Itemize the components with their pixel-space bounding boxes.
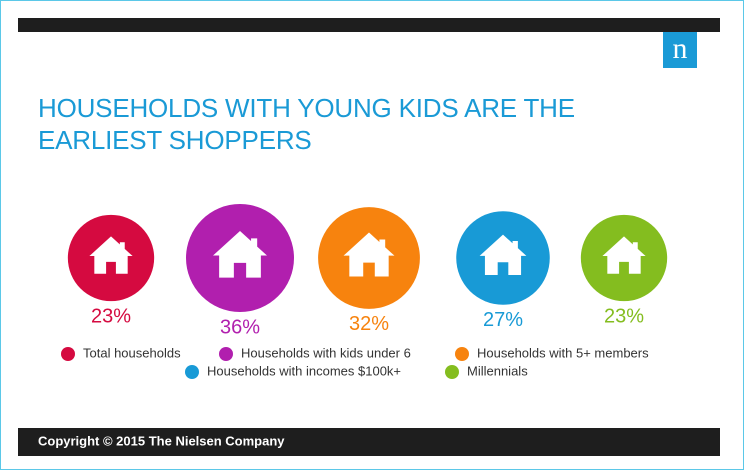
- value-label: 23%: [604, 305, 644, 327]
- house-icon: [213, 231, 267, 278]
- legend-dot: [445, 365, 459, 379]
- value-label: 27%: [483, 309, 523, 331]
- legend-label: Total households: [83, 345, 181, 360]
- legend-label: Households with incomes $100k+: [207, 363, 401, 378]
- logo: n: [673, 32, 688, 65]
- legend-label: Households with kids under 6: [241, 345, 411, 360]
- value-label: 23%: [91, 305, 131, 327]
- value-label: 32%: [349, 313, 389, 335]
- legend-dot: [219, 347, 233, 361]
- house-icon: [479, 234, 527, 276]
- footer-bar: [18, 428, 720, 456]
- legend-dot: [61, 347, 75, 361]
- legend-dot: [185, 365, 199, 379]
- value-label: 36%: [220, 316, 260, 338]
- legend-label: Millennials: [467, 363, 528, 378]
- legend-dot: [455, 347, 469, 361]
- top-bar: [18, 18, 720, 32]
- chart-title: HOUSEHOLDS WITH YOUNG KIDS ARE THE EARLI…: [38, 93, 575, 155]
- house-icon: [89, 236, 133, 274]
- copyright: Copyright © 2015 The Nielsen Company: [38, 433, 285, 448]
- legend-label: Households with 5+ members: [477, 345, 649, 360]
- house-icon: [343, 232, 395, 277]
- logo-box: [663, 32, 697, 68]
- house-icon: [602, 236, 646, 274]
